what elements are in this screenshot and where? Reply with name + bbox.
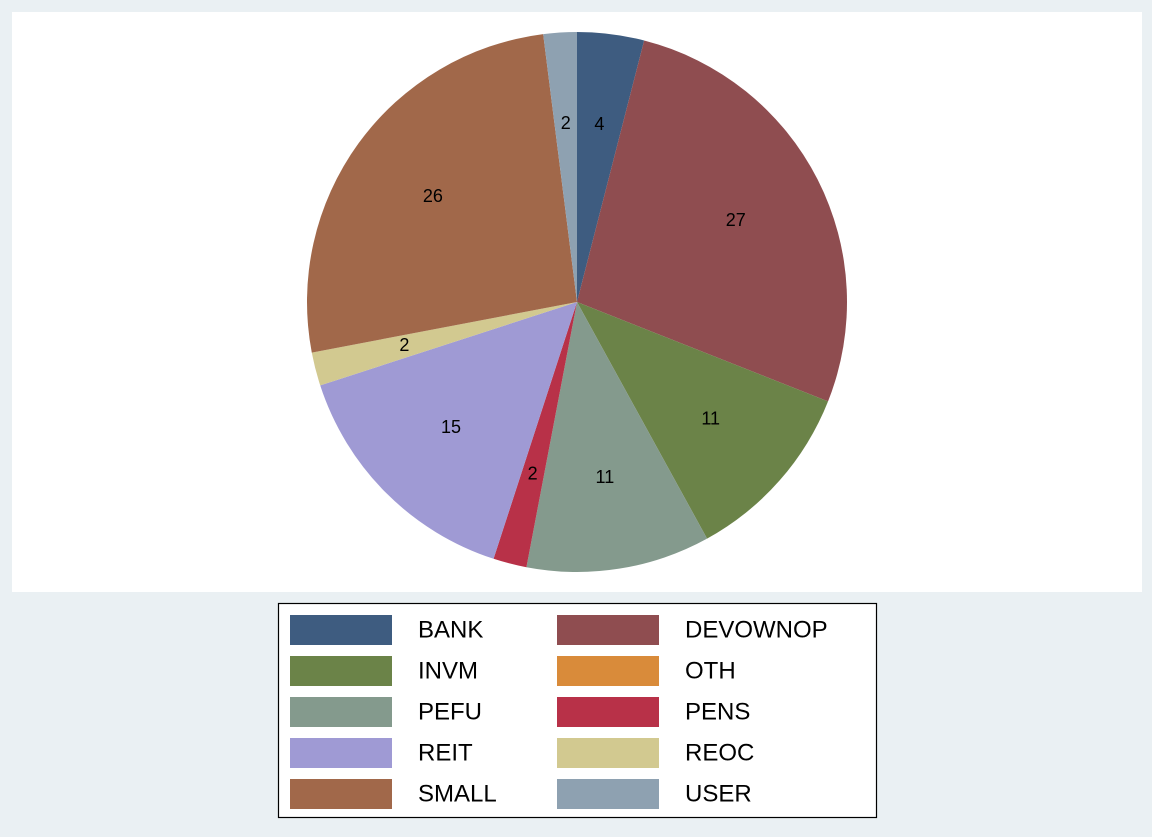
slice-label: 26 [423, 186, 443, 206]
legend-swatch [290, 656, 392, 686]
legend-swatch [557, 779, 659, 809]
pie-slice [306, 34, 577, 353]
legend-label: SMALL [418, 780, 497, 807]
legend-label: PEFU [418, 698, 482, 725]
slice-label: 11 [596, 467, 615, 487]
slice-label: 15 [441, 417, 461, 437]
pie-slice [577, 40, 847, 402]
legend-swatch [557, 615, 659, 645]
legend-label: INVM [418, 657, 478, 684]
legend-swatch [290, 615, 392, 645]
slice-label: 11 [701, 409, 720, 429]
legend-swatch [290, 738, 392, 768]
pie-slice [311, 302, 577, 386]
legend-label: DEVOWNOP [685, 616, 828, 643]
legend-swatch [290, 779, 392, 809]
pie-slice [493, 302, 577, 568]
legend-label: PENS [685, 698, 750, 725]
legend-label: REOC [685, 739, 754, 766]
legend-label: BANK [418, 616, 483, 643]
slice-label: 2 [561, 113, 571, 133]
legend-swatch [557, 738, 659, 768]
pie-slice [320, 302, 577, 559]
legend-swatch [290, 697, 392, 727]
legend-label: OTH [685, 657, 736, 684]
legend-label: USER [685, 780, 752, 807]
pie-slice [543, 32, 577, 302]
slice-label: 4 [594, 114, 604, 134]
pie-slice [577, 32, 645, 302]
pie-slice [526, 302, 708, 572]
slice-label: 2 [528, 463, 538, 483]
legend-swatch [557, 697, 659, 727]
pie-slice [577, 302, 829, 539]
slice-label: 27 [726, 210, 746, 230]
legend-swatch [557, 656, 659, 686]
legend-label: REIT [418, 739, 473, 766]
slice-label: 2 [399, 335, 409, 355]
